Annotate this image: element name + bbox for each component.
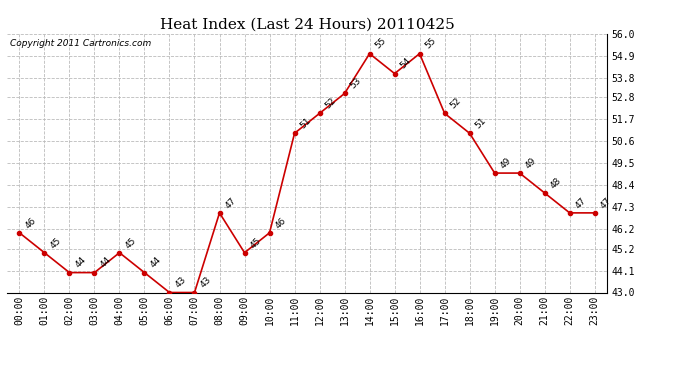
Text: 49: 49	[499, 156, 513, 170]
Text: 52: 52	[324, 96, 338, 111]
Text: 51: 51	[299, 116, 313, 130]
Text: 46: 46	[274, 216, 288, 230]
Text: 55: 55	[374, 36, 388, 51]
Text: 45: 45	[248, 236, 263, 250]
Text: 47: 47	[599, 196, 613, 210]
Text: 53: 53	[348, 76, 363, 91]
Text: 51: 51	[474, 116, 489, 130]
Text: 45: 45	[124, 236, 138, 250]
Text: 52: 52	[448, 96, 463, 111]
Text: 47: 47	[224, 196, 238, 210]
Text: 44: 44	[148, 255, 163, 270]
Text: 49: 49	[524, 156, 538, 170]
Text: 44: 44	[99, 255, 113, 270]
Text: 43: 43	[199, 275, 213, 290]
Text: 55: 55	[424, 36, 438, 51]
Text: 43: 43	[174, 275, 188, 290]
Title: Heat Index (Last 24 Hours) 20110425: Heat Index (Last 24 Hours) 20110425	[159, 17, 455, 31]
Text: 44: 44	[74, 255, 88, 270]
Text: 47: 47	[574, 196, 589, 210]
Text: 48: 48	[549, 176, 563, 190]
Text: 45: 45	[48, 236, 63, 250]
Text: 46: 46	[23, 216, 38, 230]
Text: Copyright 2011 Cartronics.com: Copyright 2011 Cartronics.com	[10, 39, 151, 48]
Text: 54: 54	[399, 56, 413, 71]
